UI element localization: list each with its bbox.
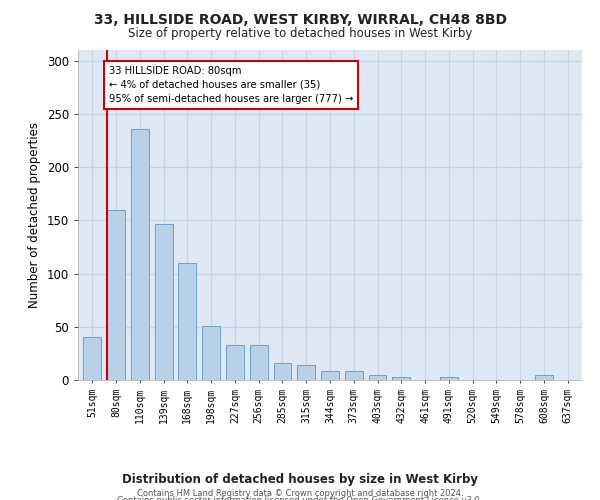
Text: 33, HILLSIDE ROAD, WEST KIRBY, WIRRAL, CH48 8BD: 33, HILLSIDE ROAD, WEST KIRBY, WIRRAL, C… — [94, 12, 506, 26]
Bar — [131, 129, 149, 380]
Bar — [535, 374, 553, 380]
Text: 33 HILLSIDE ROAD: 80sqm
← 4% of detached houses are smaller (35)
95% of semi-det: 33 HILLSIDE ROAD: 80sqm ← 4% of detached… — [109, 66, 353, 104]
Bar — [368, 374, 386, 380]
Bar — [226, 345, 244, 380]
Y-axis label: Number of detached properties: Number of detached properties — [28, 122, 41, 308]
Bar — [321, 372, 339, 380]
Bar — [298, 365, 315, 380]
Bar — [155, 224, 173, 380]
Bar — [250, 345, 268, 380]
Bar — [440, 377, 458, 380]
Bar — [83, 338, 101, 380]
Bar — [345, 372, 362, 380]
Text: Contains public sector information licensed under the Open Government Licence v3: Contains public sector information licen… — [118, 496, 482, 500]
Text: Distribution of detached houses by size in West Kirby: Distribution of detached houses by size … — [122, 472, 478, 486]
Bar — [107, 210, 125, 380]
Bar — [274, 363, 292, 380]
Text: Contains HM Land Registry data © Crown copyright and database right 2024.: Contains HM Land Registry data © Crown c… — [137, 489, 463, 498]
Bar — [202, 326, 220, 380]
Bar — [178, 263, 196, 380]
Text: Size of property relative to detached houses in West Kirby: Size of property relative to detached ho… — [128, 28, 472, 40]
Bar — [392, 377, 410, 380]
